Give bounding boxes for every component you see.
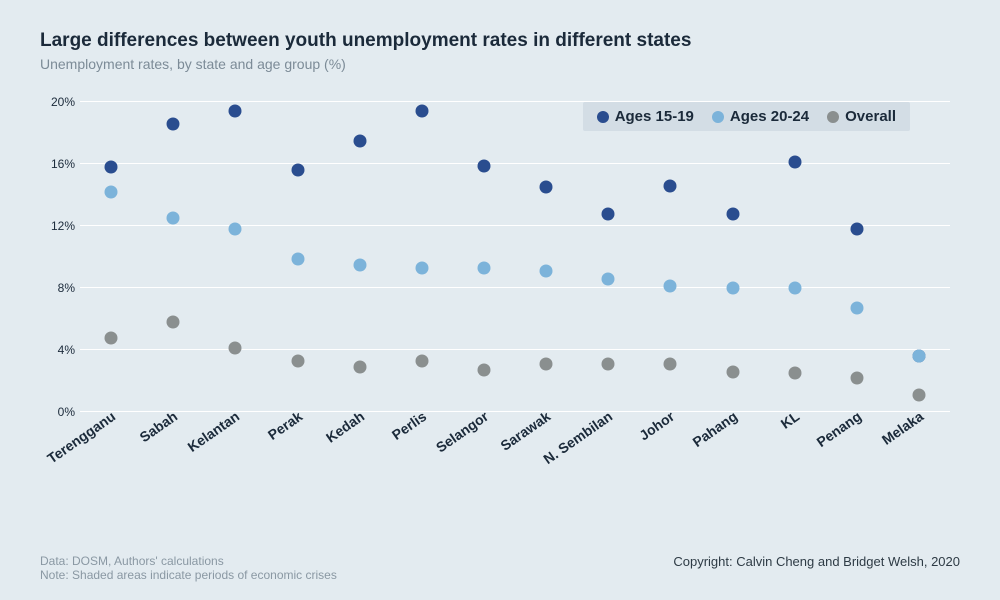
legend-item: Ages 15-19: [597, 108, 694, 125]
footnote-note: Note: Shaded areas indicate periods of e…: [40, 568, 337, 582]
data-point: [229, 105, 242, 118]
legend: Ages 15-19 Ages 20-24 Overall: [583, 102, 910, 131]
data-point: [540, 264, 553, 277]
data-point: [850, 302, 863, 315]
data-point: [353, 134, 366, 147]
plot-inner: 0%4%8%12%16%20%TerengganuSabahKelantanPe…: [80, 102, 950, 412]
ytick-label: 4%: [40, 343, 75, 357]
plot-area: 0%4%8%12%16%20%TerengganuSabahKelantanPe…: [40, 92, 960, 472]
data-point: [353, 361, 366, 374]
data-point: [167, 212, 180, 225]
data-point: [788, 367, 801, 380]
data-point: [664, 280, 677, 293]
data-point: [477, 364, 490, 377]
xtick-label: Melaka: [879, 408, 926, 448]
data-point: [353, 258, 366, 271]
data-point: [291, 354, 304, 367]
ytick-label: 20%: [40, 95, 75, 109]
data-point: [415, 261, 428, 274]
data-point: [229, 223, 242, 236]
data-point: [602, 357, 615, 370]
xtick-label: Perlis: [389, 408, 429, 443]
legend-label: Overall: [845, 108, 896, 125]
data-point: [912, 388, 925, 401]
chart-subtitle: Unemployment rates, by state and age gro…: [40, 56, 960, 72]
ytick-label: 16%: [40, 157, 75, 171]
gridline: [80, 411, 950, 413]
copyright: Copyright: Calvin Cheng and Bridget Wels…: [673, 554, 960, 569]
legend-marker-icon: [712, 111, 724, 123]
data-point: [912, 350, 925, 363]
xtick-label: Sarawak: [498, 408, 554, 454]
gridline: [80, 163, 950, 165]
data-point: [291, 252, 304, 265]
footer-left: Data: DOSM, Authors' calculations Note: …: [40, 554, 337, 582]
data-point: [229, 342, 242, 355]
legend-marker-icon: [827, 111, 839, 123]
data-point: [664, 357, 677, 370]
data-point: [726, 365, 739, 378]
chart-title: Large differences between youth unemploy…: [40, 30, 960, 52]
legend-label: Ages 15-19: [615, 108, 694, 125]
footnote-data: Data: DOSM, Authors' calculations: [40, 554, 337, 568]
ytick-label: 12%: [40, 219, 75, 233]
data-point: [788, 282, 801, 295]
xtick-label: Johor: [636, 408, 677, 443]
data-point: [105, 331, 118, 344]
data-point: [540, 181, 553, 194]
legend-marker-icon: [597, 111, 609, 123]
xtick-label: Sabah: [137, 408, 181, 445]
xtick-label: Kedah: [323, 408, 367, 446]
data-point: [602, 272, 615, 285]
gridline: [80, 225, 950, 227]
xtick-label: Penang: [813, 408, 864, 450]
data-point: [726, 207, 739, 220]
data-point: [602, 207, 615, 220]
data-point: [415, 354, 428, 367]
gridline: [80, 349, 950, 351]
data-point: [167, 316, 180, 329]
xtick-label: N. Sembilan: [541, 408, 616, 467]
ytick-label: 8%: [40, 281, 75, 295]
xtick-label: Perak: [264, 408, 304, 443]
legend-item: Ages 20-24: [712, 108, 809, 125]
chart-footer: Data: DOSM, Authors' calculations Note: …: [40, 554, 960, 582]
data-point: [291, 164, 304, 177]
legend-item: Overall: [827, 108, 896, 125]
data-point: [105, 161, 118, 174]
data-point: [850, 223, 863, 236]
data-point: [105, 185, 118, 198]
gridline: [80, 287, 950, 289]
data-point: [664, 179, 677, 192]
xtick-label: Selangor: [433, 408, 491, 455]
data-point: [477, 159, 490, 172]
data-point: [167, 117, 180, 130]
data-point: [726, 282, 739, 295]
data-point: [540, 357, 553, 370]
xtick-label: Kelantan: [185, 408, 243, 455]
xtick-label: Pahang: [689, 408, 740, 450]
data-point: [477, 261, 490, 274]
data-point: [415, 105, 428, 118]
data-point: [788, 156, 801, 169]
chart-container: Large differences between youth unemploy…: [0, 0, 1000, 600]
legend-label: Ages 20-24: [730, 108, 809, 125]
data-point: [850, 371, 863, 384]
ytick-label: 0%: [40, 405, 75, 419]
